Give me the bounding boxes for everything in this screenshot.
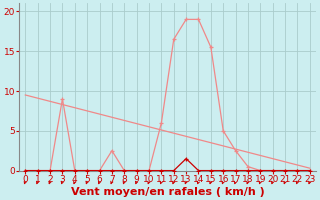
X-axis label: Vent moyen/en rafales ( km/h ): Vent moyen/en rafales ( km/h ) <box>71 187 264 197</box>
